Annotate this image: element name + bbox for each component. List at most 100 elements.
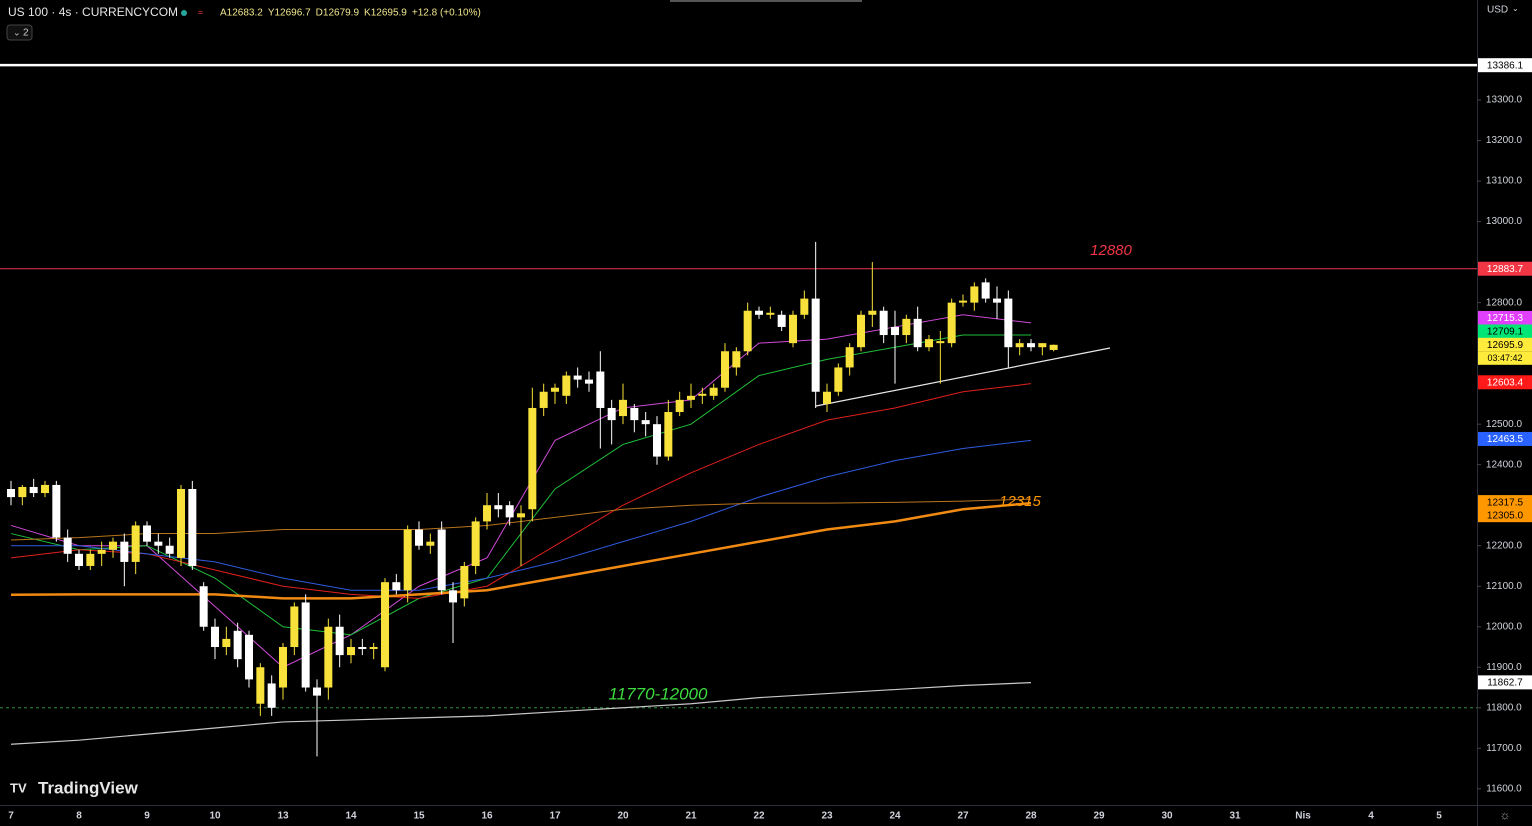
- x-tick-label: 24: [889, 811, 901, 822]
- y-tick-label: 12500.0: [1486, 419, 1523, 430]
- chevron: ⌄: [13, 27, 21, 37]
- candle-body: [925, 339, 933, 348]
- candle-body: [301, 602, 310, 688]
- legend-value: +12.8 (+0.10%): [412, 8, 481, 19]
- candle-body: [687, 395, 695, 400]
- x-tick-label: 21: [685, 811, 697, 822]
- candle-body: [471, 521, 480, 566]
- price-badge-label: 12695.9: [1487, 340, 1524, 351]
- candle-body: [596, 371, 605, 408]
- candle-body: [732, 351, 741, 368]
- candle-body: [1049, 344, 1058, 350]
- candle-body: [789, 314, 797, 344]
- x-tick-label: 30: [1161, 811, 1173, 822]
- candle-body: [539, 391, 548, 408]
- candle-body: [1015, 343, 1024, 348]
- y-tick-label: 12000.0: [1486, 621, 1523, 632]
- candle-body: [1027, 343, 1035, 348]
- candle-body: [256, 667, 265, 704]
- x-tick-label: 15: [413, 811, 425, 822]
- price-badge-label: 12883.7: [1487, 264, 1524, 275]
- price-badge-label: 12715.3: [1487, 313, 1524, 324]
- price-badge-label: 12305.0: [1487, 510, 1524, 521]
- y-tick-label: 13100.0: [1486, 176, 1523, 187]
- annotation: 12315: [999, 493, 1041, 510]
- indicator-count: 2: [23, 28, 29, 39]
- candle-body: [211, 626, 219, 647]
- candle-body: [41, 484, 49, 494]
- candle-body: [743, 310, 752, 352]
- price-badge: [1478, 431, 1532, 446]
- brand-name: TradingView: [38, 778, 139, 797]
- x-tick-label: 23: [821, 811, 833, 822]
- candle-body: [279, 646, 287, 688]
- y-tick-label: 12100.0: [1486, 581, 1523, 592]
- price-badge: [1478, 508, 1532, 523]
- indicator-toggle[interactable]: [6, 24, 33, 41]
- candle-body: [664, 412, 673, 457]
- candle-body: [913, 318, 922, 348]
- price-badge-label: 12603.4: [1487, 377, 1524, 388]
- candle-body: [177, 488, 185, 558]
- candle-body: [811, 298, 820, 392]
- candle-body: [75, 553, 83, 566]
- y-tick-label: 13200.0: [1486, 135, 1523, 146]
- x-tick-label: 31: [1229, 811, 1241, 822]
- price-badge-label: 11862.7: [1487, 678, 1523, 689]
- candle-body: [415, 529, 423, 546]
- y-tick-label: 11800.0: [1486, 702, 1522, 713]
- candle-body: [483, 505, 491, 522]
- candle-body: [709, 387, 718, 396]
- x-tick-label: 27: [957, 811, 969, 822]
- settings-icon[interactable]: ☼: [1500, 808, 1511, 822]
- price-badge: [1478, 324, 1532, 339]
- candle-body: [403, 529, 412, 591]
- candle-body: [947, 302, 956, 344]
- candle-body: [970, 286, 979, 303]
- candle-body: [63, 537, 72, 554]
- candle-body: [766, 312, 775, 315]
- annotation: 12880: [1090, 242, 1132, 259]
- y-tick-label: 13300.0: [1486, 95, 1523, 106]
- x-tick-label: 29: [1093, 811, 1105, 822]
- candle-body: [165, 545, 174, 554]
- candle-body: [188, 488, 197, 566]
- candle-body: [233, 630, 242, 660]
- y-tick-label: 11600.0: [1486, 783, 1522, 794]
- brand-mark: TV: [10, 780, 27, 795]
- candle-body: [868, 310, 877, 315]
- annotation: 11770-12000: [609, 684, 708, 703]
- indicator-line: [10, 501, 1032, 600]
- legend-value: D12679.9: [316, 8, 360, 19]
- x-tick-label: 8: [76, 811, 82, 822]
- candle-body: [267, 683, 276, 708]
- candle-body: [517, 513, 525, 518]
- y-tick-label: 13000.0: [1486, 216, 1523, 227]
- y-tick-label: 11700.0: [1486, 743, 1522, 754]
- x-tick-label: 9: [144, 811, 150, 822]
- candle-body: [800, 298, 809, 315]
- x-tick-label: 10: [209, 811, 221, 822]
- candle-body: [381, 582, 389, 668]
- candle-body: [834, 367, 843, 392]
- x-tick-label: 22: [753, 811, 765, 822]
- candle-body: [131, 525, 140, 562]
- price-badge-label: 12709.1: [1487, 327, 1524, 338]
- price-badge: [1478, 337, 1532, 352]
- x-tick-label: 16: [481, 811, 493, 822]
- candle-body: [143, 525, 151, 542]
- candle-body: [369, 646, 378, 650]
- currency-selector[interactable]: USD: [1487, 5, 1508, 16]
- candle-body: [29, 486, 38, 494]
- x-tick-label: 5: [1436, 811, 1442, 822]
- price-badge: [1478, 375, 1532, 390]
- candle-body: [1038, 343, 1047, 348]
- candle-layer: [7, 241, 1058, 757]
- candle-body: [902, 318, 911, 336]
- status-icon: ≈: [198, 7, 203, 17]
- candle-body: [313, 687, 321, 696]
- candle-body: [324, 626, 333, 688]
- candle-body: [551, 387, 559, 392]
